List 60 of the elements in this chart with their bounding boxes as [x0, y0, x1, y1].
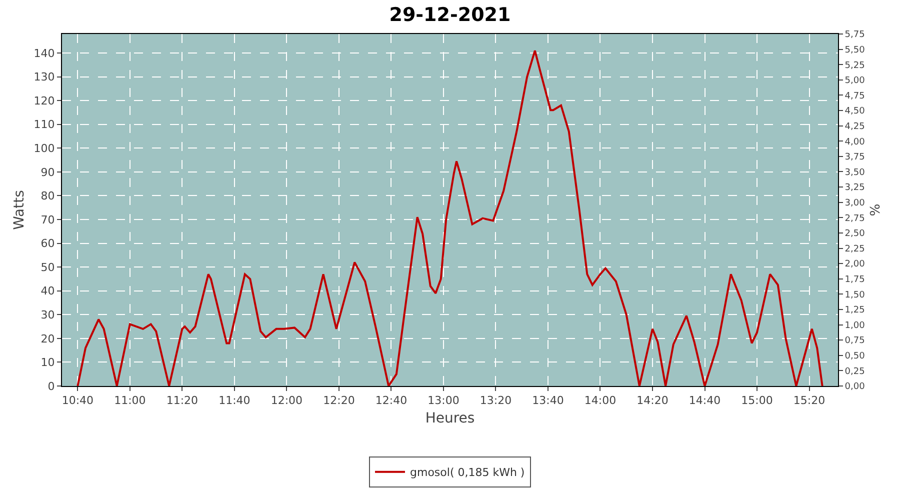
y-tick-label: 70	[40, 213, 55, 226]
y2-tick-label: 4,75	[844, 91, 865, 102]
y2-tick-label: 5,50	[844, 45, 866, 56]
y-axis-title: Watts	[11, 190, 28, 230]
line-series	[76, 50, 824, 386]
x-tick-label: 13:20	[480, 394, 512, 408]
y2-tick-label: 2,00	[844, 260, 866, 270]
y2-tick-label: 1,50	[844, 290, 866, 300]
x-tick-label: 11:00	[114, 394, 146, 408]
x-tick-label: 12:20	[323, 394, 355, 408]
y2-tick-label: 4,25	[844, 122, 865, 132]
x-tick-label: 13:00	[428, 394, 460, 408]
y-tick-label: 20	[40, 332, 55, 346]
x-tick-label: 11:40	[218, 394, 250, 408]
y2-tick-label: 2,75	[844, 214, 865, 224]
y-tick-label: 80	[40, 190, 55, 203]
y-tick-label: 30	[40, 308, 55, 322]
x-tick-label: 11:20	[166, 394, 198, 408]
y-tick-label: 130	[34, 70, 55, 84]
x-tick-label: 14:00	[584, 394, 616, 408]
y2-tick-label: 3,75	[844, 152, 865, 163]
y2-tick-label: 2,50	[844, 229, 866, 240]
y-tick-label: 0	[48, 380, 55, 393]
y2-tick-label: 1,25	[844, 306, 865, 316]
y2-tick-label: 5,25	[844, 60, 865, 71]
x-tick-label: 10:40	[62, 394, 94, 408]
y2-tick-label: 2,25	[844, 244, 865, 254]
legend-label: gmosol( 0,185 kWh )	[410, 466, 525, 480]
y2-tick-label: 3,50	[844, 168, 866, 178]
x-axis-title: Heures	[425, 410, 475, 426]
x-tick-label: 12:40	[375, 394, 408, 408]
x-tick-label: 15:20	[793, 394, 826, 408]
y-tick-label: 120	[34, 94, 55, 108]
x-tick-label: 12:00	[270, 394, 303, 408]
y-tick-label: 90	[40, 166, 55, 179]
y2-tick-label: 5,75	[844, 30, 865, 40]
y2-tick-label: 4,00	[844, 137, 866, 148]
x-tick-label: 14:40	[688, 394, 721, 408]
y2-tick-label: 0,00	[844, 382, 866, 392]
y-tick-label: 10	[40, 356, 55, 370]
chart-title: 29-12-2021	[389, 4, 511, 26]
y2-tick-label: 4,50	[844, 106, 866, 117]
y2-tick-label: 0,75	[844, 336, 865, 346]
y2-tick-label: 5,00	[844, 76, 866, 86]
x-tick-label: 13:40	[532, 394, 564, 408]
y-tick-label: 110	[34, 118, 55, 132]
y-tick-label: 60	[40, 237, 55, 250]
y2-axis-title: %	[868, 204, 884, 216]
x-tick-label: 14:20	[636, 394, 668, 408]
y2-tick-label: 3,25	[844, 183, 865, 194]
y-tick-label: 100	[34, 142, 55, 156]
y2-tick-label: 1,00	[844, 320, 866, 331]
y2-tick-label: 0,50	[844, 352, 866, 362]
x-tick-label: 15:00	[741, 394, 773, 408]
y-tick-label: 40	[40, 284, 55, 298]
y-tick-label: 140	[34, 46, 55, 60]
y2-tick-label: 0,25	[844, 366, 865, 377]
y2-tick-label: 3,00	[844, 198, 866, 208]
y2-tick-label: 1,75	[844, 275, 865, 286]
y-tick-label: 50	[40, 260, 55, 274]
